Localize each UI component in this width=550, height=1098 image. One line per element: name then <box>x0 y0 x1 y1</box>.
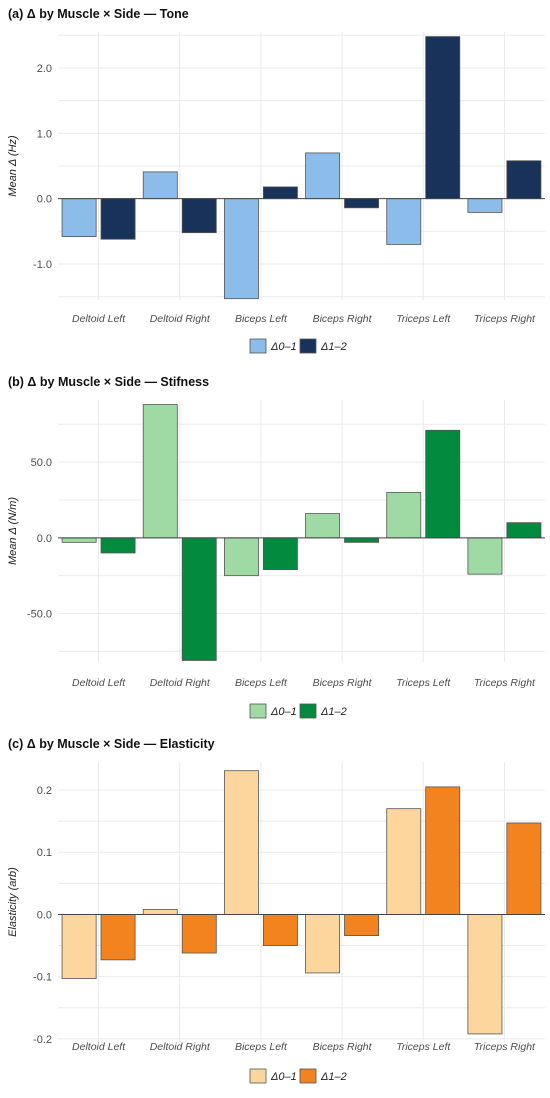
bar-2-6 <box>506 822 542 915</box>
legend-swatch <box>299 703 317 719</box>
bar-2-4 <box>344 198 380 209</box>
bar-1-3 <box>223 537 259 577</box>
y-tick-label: 2.0 <box>37 63 52 75</box>
y-tick-label: 0.0 <box>37 909 52 921</box>
grid-lines <box>58 32 545 300</box>
bar-2-2 <box>181 537 217 661</box>
y-tick-label: 0.1 <box>37 847 52 859</box>
bar-2-4 <box>344 537 380 543</box>
bars <box>61 36 542 300</box>
bar-1-5 <box>386 198 422 245</box>
chart-title: (b) Δ by Muscle × Side — Stifness <box>8 375 209 389</box>
y-tick-label: 0.0 <box>37 533 52 545</box>
bar-1-2 <box>142 171 178 200</box>
bar-1-1 <box>61 198 97 237</box>
bar-2-5 <box>425 786 461 915</box>
bar-1-4 <box>305 914 341 974</box>
bar-1-3 <box>223 198 259 300</box>
bar-1-6 <box>467 537 503 575</box>
bar-1-5 <box>386 808 422 915</box>
bar-1-6 <box>467 198 503 213</box>
x-category-label: Biceps Left <box>235 677 288 689</box>
chart-panel-3: (c) Δ by Muscle × Side — Elasticity -0.2 -… <box>7 737 545 1084</box>
bars <box>61 404 542 661</box>
legend-swatch <box>249 338 267 354</box>
x-category-label: Biceps Right <box>313 1041 373 1053</box>
bar-2-3 <box>262 914 298 946</box>
x-category-label: Triceps Left <box>396 313 451 325</box>
bar-1-4 <box>305 513 341 539</box>
bars <box>61 770 542 1035</box>
bar-2-1 <box>100 537 136 554</box>
legend-label: Δ0–1 <box>270 1071 297 1083</box>
y-axis-label: Mean Δ (Hz) <box>7 135 19 197</box>
x-category-label: Deltoid Right <box>150 677 211 689</box>
bar-1-2 <box>142 909 178 915</box>
bar-2-1 <box>100 914 136 961</box>
y-tick-label: 0.0 <box>37 194 52 206</box>
legend: Δ0–1 Δ1–2 <box>249 338 347 354</box>
x-category-label: Triceps Right <box>474 1041 536 1053</box>
legend-swatch <box>299 1068 317 1084</box>
bar-2-4 <box>344 914 380 937</box>
x-category-label: Biceps Left <box>235 1041 288 1053</box>
chart-panel-1: (a) Δ by Muscle × Side — Tone -1.0 0.0 1.0 2… <box>7 7 545 354</box>
legend-swatch <box>299 338 317 354</box>
x-category-label: Deltoid Left <box>72 1041 126 1053</box>
bar-1-6 <box>467 914 503 1035</box>
bar-1-4 <box>305 152 341 200</box>
chart-panel-2: (b) Δ by Muscle × Side — Stifness -50.0 0.… <box>7 375 545 719</box>
x-category-label: Deltoid Left <box>72 677 126 689</box>
bar-2-3 <box>262 186 298 200</box>
y-tick-label: 0.2 <box>37 785 52 797</box>
x-category-label: Biceps Right <box>313 677 373 689</box>
bar-2-6 <box>506 160 542 200</box>
y-axis-label: Elasticity (arb) <box>7 867 19 937</box>
legend-label: Δ1–2 <box>320 1071 347 1083</box>
legend-swatch <box>249 1068 267 1084</box>
bar-2-2 <box>181 198 217 234</box>
bar-2-2 <box>181 914 217 954</box>
y-tick-label: 1.0 <box>37 128 52 140</box>
x-category-label: Deltoid Right <box>150 1041 211 1053</box>
bar-1-2 <box>142 404 178 539</box>
bar-2-6 <box>506 522 542 539</box>
y-tick-label: 50.0 <box>31 457 52 469</box>
y-tick-label: -1.0 <box>33 259 52 271</box>
y-tick-label: -50.0 <box>27 609 52 621</box>
bar-1-5 <box>386 491 422 539</box>
legend: Δ0–1 Δ1–2 <box>249 703 347 719</box>
x-category-label: Deltoid Left <box>72 313 126 325</box>
bar-2-1 <box>100 198 136 240</box>
bar-1-3 <box>223 770 259 915</box>
x-category-label: Biceps Right <box>313 313 373 325</box>
chart-title: (c) Δ by Muscle × Side — Elasticity <box>8 737 215 751</box>
bar-2-5 <box>425 429 461 539</box>
chart-title: (a) Δ by Muscle × Side — Tone <box>8 7 189 21</box>
y-tick-label: -0.1 <box>33 972 52 984</box>
legend-label: Δ1–2 <box>320 341 347 353</box>
bar-2-3 <box>262 537 298 571</box>
legend-swatch <box>249 703 267 719</box>
bar-1-1 <box>61 537 97 543</box>
x-category-label: Triceps Left <box>396 677 451 689</box>
legend-label: Δ1–2 <box>320 706 347 718</box>
x-category-label: Triceps Left <box>396 1041 451 1053</box>
bar-2-5 <box>425 36 461 200</box>
legend-label: Δ0–1 <box>270 706 297 718</box>
y-tick-label: -0.2 <box>33 1034 52 1046</box>
y-axis-label: Mean Δ (N/m) <box>7 497 19 565</box>
x-category-label: Triceps Right <box>474 313 536 325</box>
bar-1-1 <box>61 914 97 979</box>
grid-lines <box>58 400 545 662</box>
legend-label: Δ0–1 <box>270 341 297 353</box>
legend: Δ0–1 Δ1–2 <box>249 1068 347 1084</box>
x-category-label: Triceps Right <box>474 677 536 689</box>
x-category-label: Biceps Left <box>235 313 288 325</box>
x-category-label: Deltoid Right <box>150 313 211 325</box>
